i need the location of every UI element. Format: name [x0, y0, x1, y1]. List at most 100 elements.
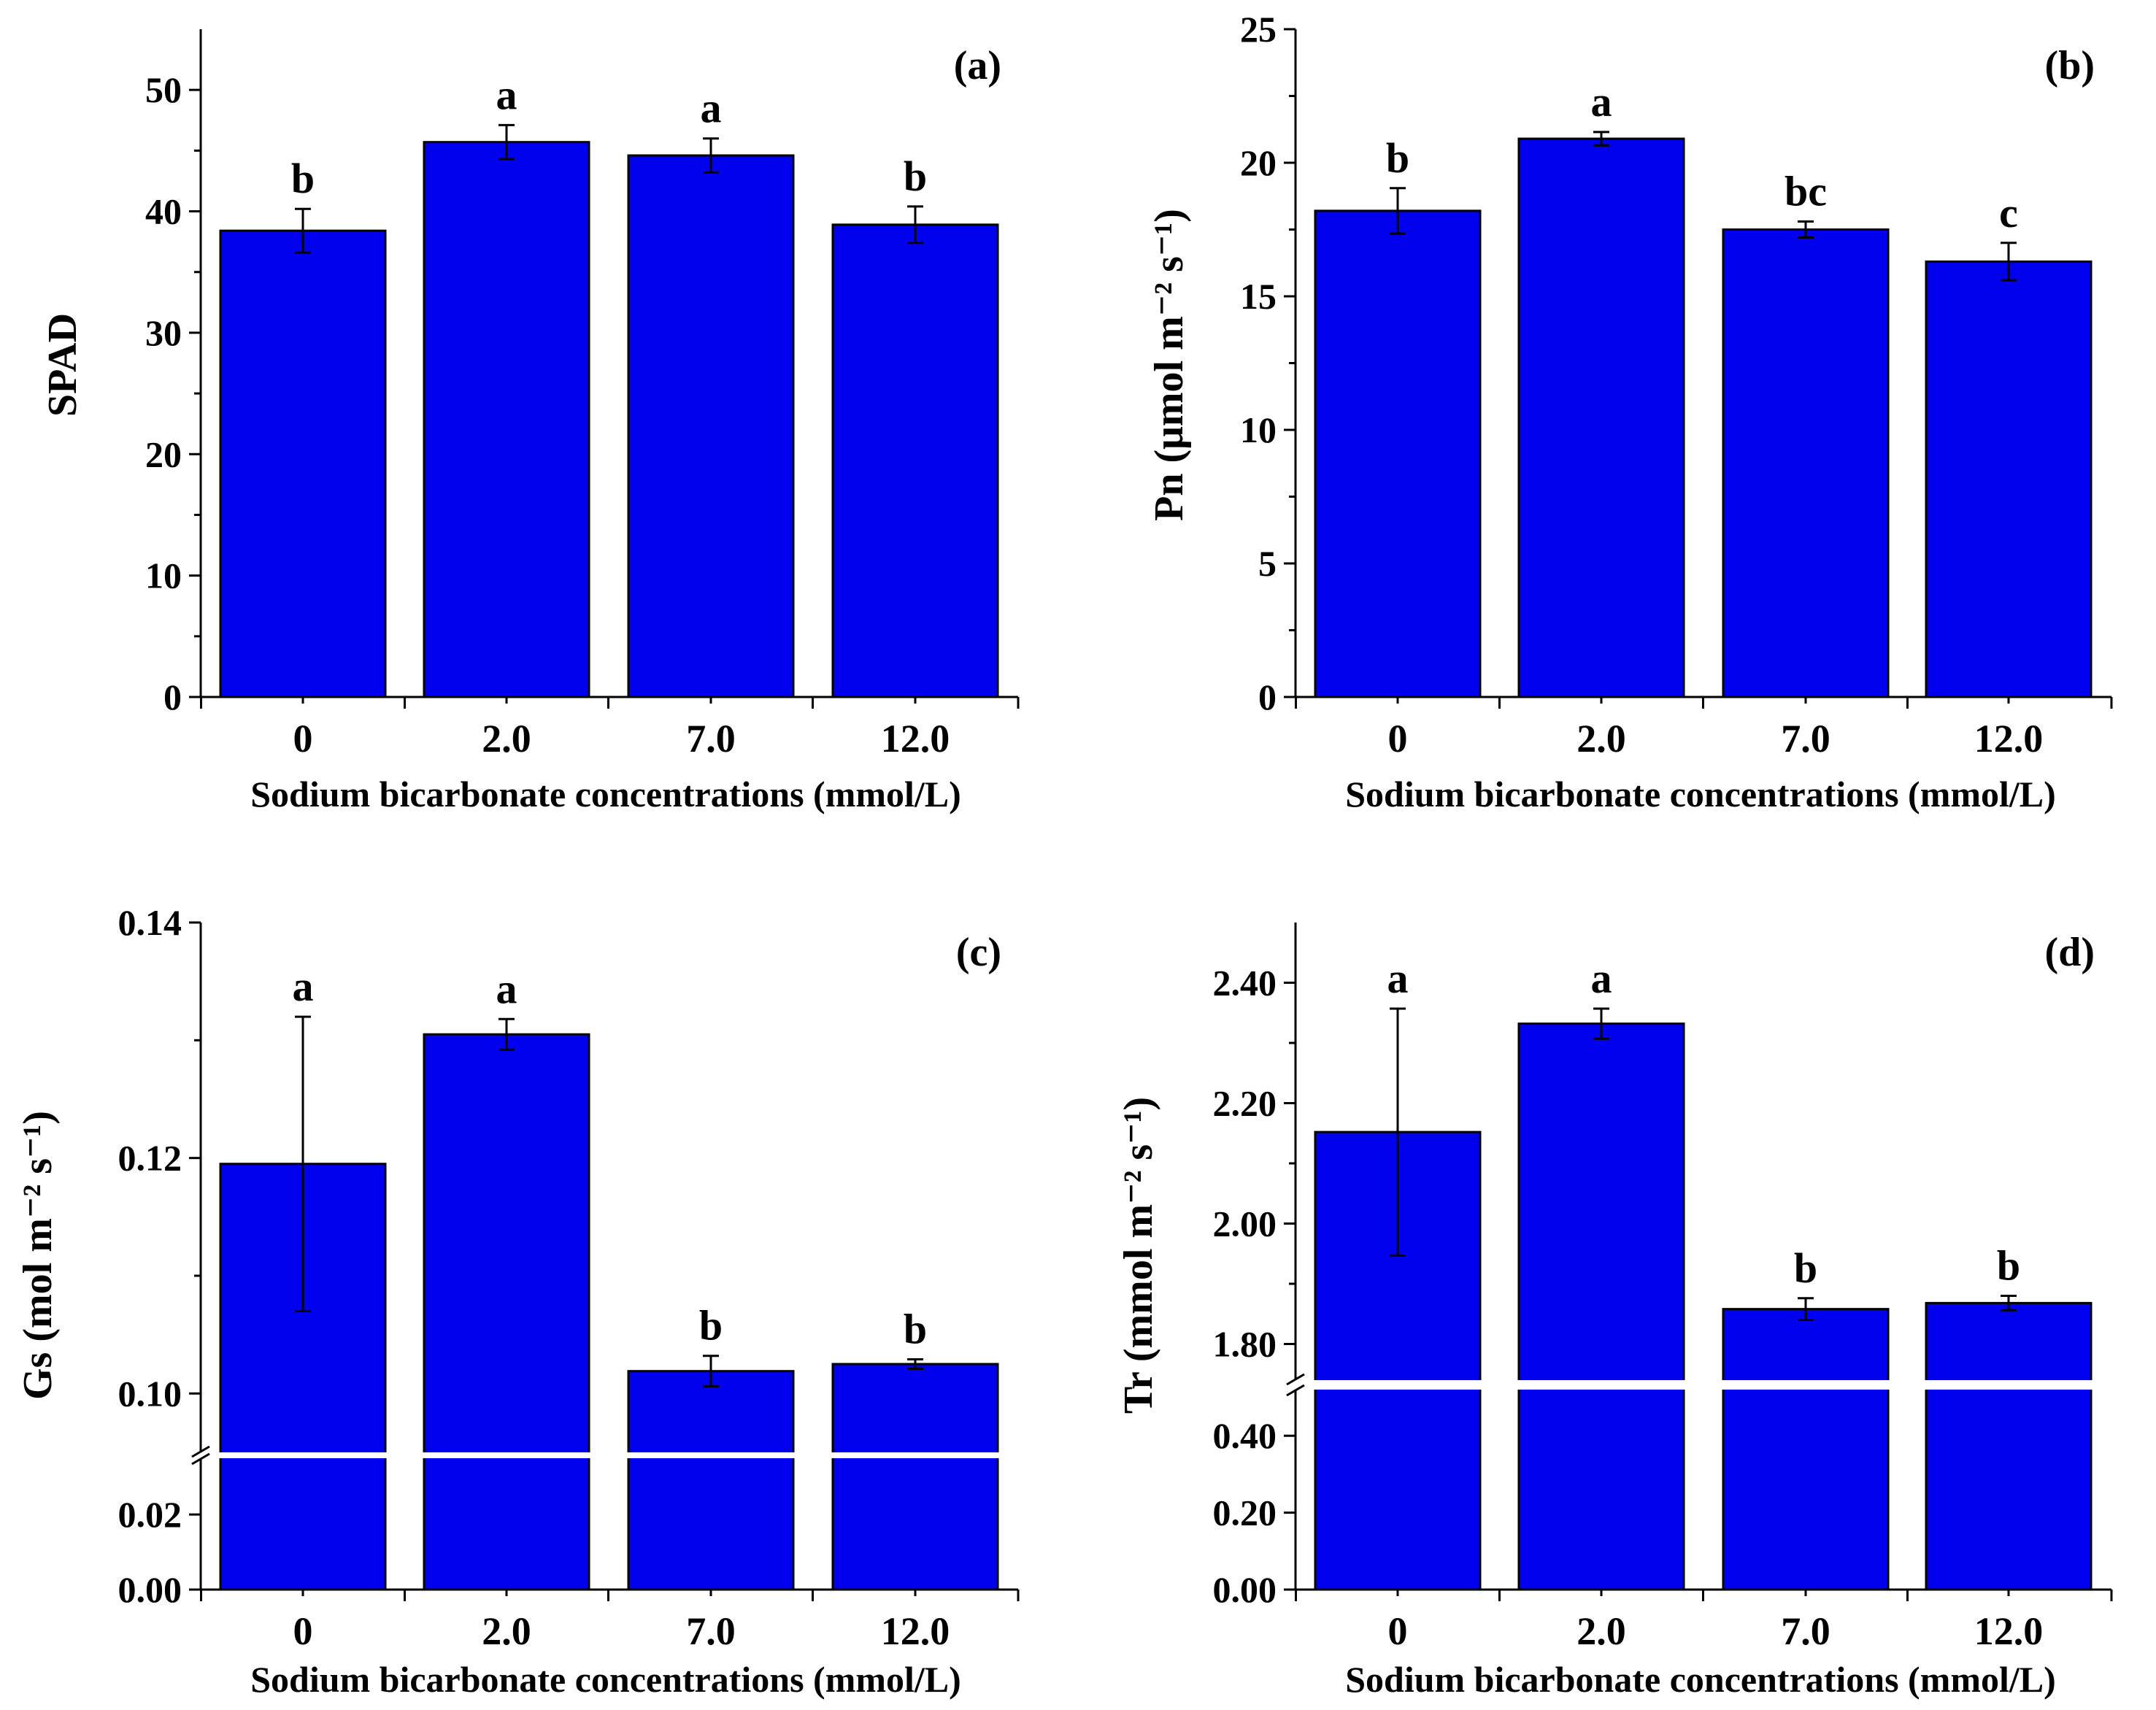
error-bar-12.0	[907, 1358, 923, 1370]
bar-7.0	[627, 1370, 795, 1591]
error-bar-2.0	[498, 123, 515, 161]
x-tick-label: 0	[1388, 717, 1408, 760]
y-tick-label: 25	[1240, 9, 1277, 50]
error-bar-group	[295, 123, 923, 254]
error-bar-7.0	[1798, 220, 1814, 239]
error-bar-0	[1390, 187, 1406, 235]
x-tick-label: 12.0	[1974, 717, 2044, 760]
x-tick-label: 12.0	[1974, 1609, 2044, 1653]
significance-letter: b	[1386, 134, 1409, 182]
axis-group: 0 2.0 7.0 12.0 0.00 0.20 0.40 1.80 2.00 2.20 2.40	[1213, 923, 2113, 1653]
y-tick-label: 1.80	[1213, 1324, 1277, 1365]
y-tick-label: 0.12	[118, 1138, 182, 1179]
error-bar-7.0	[703, 137, 719, 174]
significance-letter: a	[496, 965, 517, 1012]
x-tick-label: 0	[293, 717, 313, 760]
x-tick-label: 0	[293, 1609, 313, 1653]
x-tick-label: 12.0	[881, 1609, 950, 1653]
x-tick-label: 0	[1388, 1609, 1408, 1653]
axis-group: 0 2.0 7.0 12.0 0.00 0.02 0.10 0.12 0.14	[118, 902, 1020, 1653]
axis-break-slash	[1286, 1384, 1305, 1397]
y-tick-label: 40	[145, 191, 182, 232]
axis-break-slash	[191, 1445, 210, 1458]
y-tick-label: 0.00	[1213, 1569, 1277, 1610]
y-axis-label: SPAD	[40, 313, 85, 417]
bar-12.0	[831, 223, 999, 698]
panel-tag: (a)	[954, 43, 1001, 88]
bar-2.0	[423, 1033, 590, 1591]
error-bar-12.0	[2001, 1295, 2017, 1312]
chart-panel-a: b a a b 0 2.0 7.0 12.0 0 10 20 30 40 50 (a) Sodium b…	[40, 29, 1020, 814]
error-bar-7.0	[1798, 1297, 1814, 1321]
panel-tag: (c)	[956, 930, 1001, 975]
error-bar-12.0	[2001, 242, 2017, 282]
significance-letter: b	[904, 153, 927, 200]
x-tick-label: 2.0	[482, 717, 531, 760]
error-bar-12.0	[907, 205, 923, 244]
y-tick-label: 0.20	[1213, 1493, 1277, 1533]
axis-break-mark	[191, 1445, 210, 1466]
bar-2.0	[423, 141, 590, 698]
x-tick-label: 2.0	[482, 1609, 531, 1653]
significance-letter: a	[496, 71, 517, 118]
y-tick-label: 30	[145, 312, 182, 353]
error-bar-0	[295, 1015, 311, 1312]
axis-break-slash	[1286, 1373, 1305, 1386]
x-axis-label: Sodium bicarbonate concentrations (mmol/…	[1345, 1659, 2056, 1700]
error-bar-2.0	[1593, 131, 1609, 147]
y-axis-label: Gs (mol m⁻² s⁻¹)	[15, 1111, 61, 1400]
y-tick-label: 2.20	[1213, 1083, 1277, 1124]
x-tick-label: 7.0	[686, 1609, 736, 1653]
bar-7.0	[1722, 1308, 1890, 1591]
error-bar-2.0	[1593, 1007, 1609, 1040]
x-axis-label: Sodium bicarbonate concentrations (mmol/…	[250, 1659, 961, 1700]
chart-panel-b: b a bc c 0 2.0 7.0 12.0 0 5 10 15 20 25 (b) Sodium b…	[1147, 9, 2113, 814]
y-tick-label: 0.40	[1213, 1415, 1277, 1456]
y-tick-label: 15	[1240, 276, 1277, 317]
y-axis-label: Pn (μmol m⁻² s⁻¹)	[1147, 209, 1192, 521]
x-tick-label: 7.0	[686, 717, 736, 760]
axis-group: 0 2.0 7.0 12.0 0 10 20 30 40 50	[145, 29, 1020, 760]
bar-0	[219, 229, 387, 698]
y-tick-label: 0.02	[118, 1494, 182, 1535]
bar-group	[1314, 137, 2093, 698]
y-tick-label: 10	[145, 555, 182, 596]
bar-12.0	[831, 1363, 999, 1591]
y-tick-label: 10	[1240, 409, 1277, 450]
y-tick-label: 20	[145, 434, 182, 474]
error-bar-group	[1390, 1007, 2017, 1321]
error-bar-group	[1390, 131, 2017, 282]
bar-2.0	[1517, 1022, 1685, 1591]
error-bar-2.0	[498, 1017, 515, 1051]
significance-label-group: a a b b	[1387, 955, 2021, 1292]
y-tick-label: 0	[163, 677, 182, 717]
axis-break-gap	[1290, 1380, 2098, 1390]
axis-break-mark	[1286, 1373, 1305, 1397]
x-tick-label: 7.0	[1781, 717, 1830, 760]
significance-letter: b	[1794, 1244, 1817, 1292]
x-axis-label: Sodium bicarbonate concentrations (mmol/…	[250, 774, 961, 814]
significance-letter: a	[1591, 955, 1612, 1002]
bar-2.0	[1517, 137, 1685, 698]
error-bar-7.0	[703, 1355, 719, 1388]
y-tick-label: 20	[1240, 142, 1277, 183]
y-tick-label: 50	[145, 69, 182, 110]
significance-letter: a	[701, 85, 722, 132]
y-tick-label: 2.00	[1213, 1203, 1277, 1244]
x-tick-label: 2.0	[1576, 717, 1626, 760]
panel-tag: (b)	[2045, 43, 2095, 88]
significance-letter: b	[1997, 1242, 2020, 1290]
y-tick-label: 0.00	[118, 1569, 182, 1610]
significance-label-group: b a bc c	[1386, 78, 2018, 236]
significance-letter: bc	[1785, 168, 1827, 215]
bar-7.0	[1722, 228, 1890, 698]
significance-label-group: b a a b	[291, 71, 927, 202]
y-tick-label: 0.14	[118, 902, 182, 943]
bar-0	[1314, 209, 1482, 698]
significance-letter: a	[1387, 955, 1409, 1002]
y-tick-label: 0	[1258, 677, 1277, 717]
x-tick-label: 12.0	[881, 717, 950, 760]
chart-panel-c: a a b b 0 2.0 7.0 12.0 0.00 0.02 0.10 0.12 0.14 (c)…	[15, 902, 1020, 1700]
panel-tag: (d)	[2045, 930, 2095, 975]
